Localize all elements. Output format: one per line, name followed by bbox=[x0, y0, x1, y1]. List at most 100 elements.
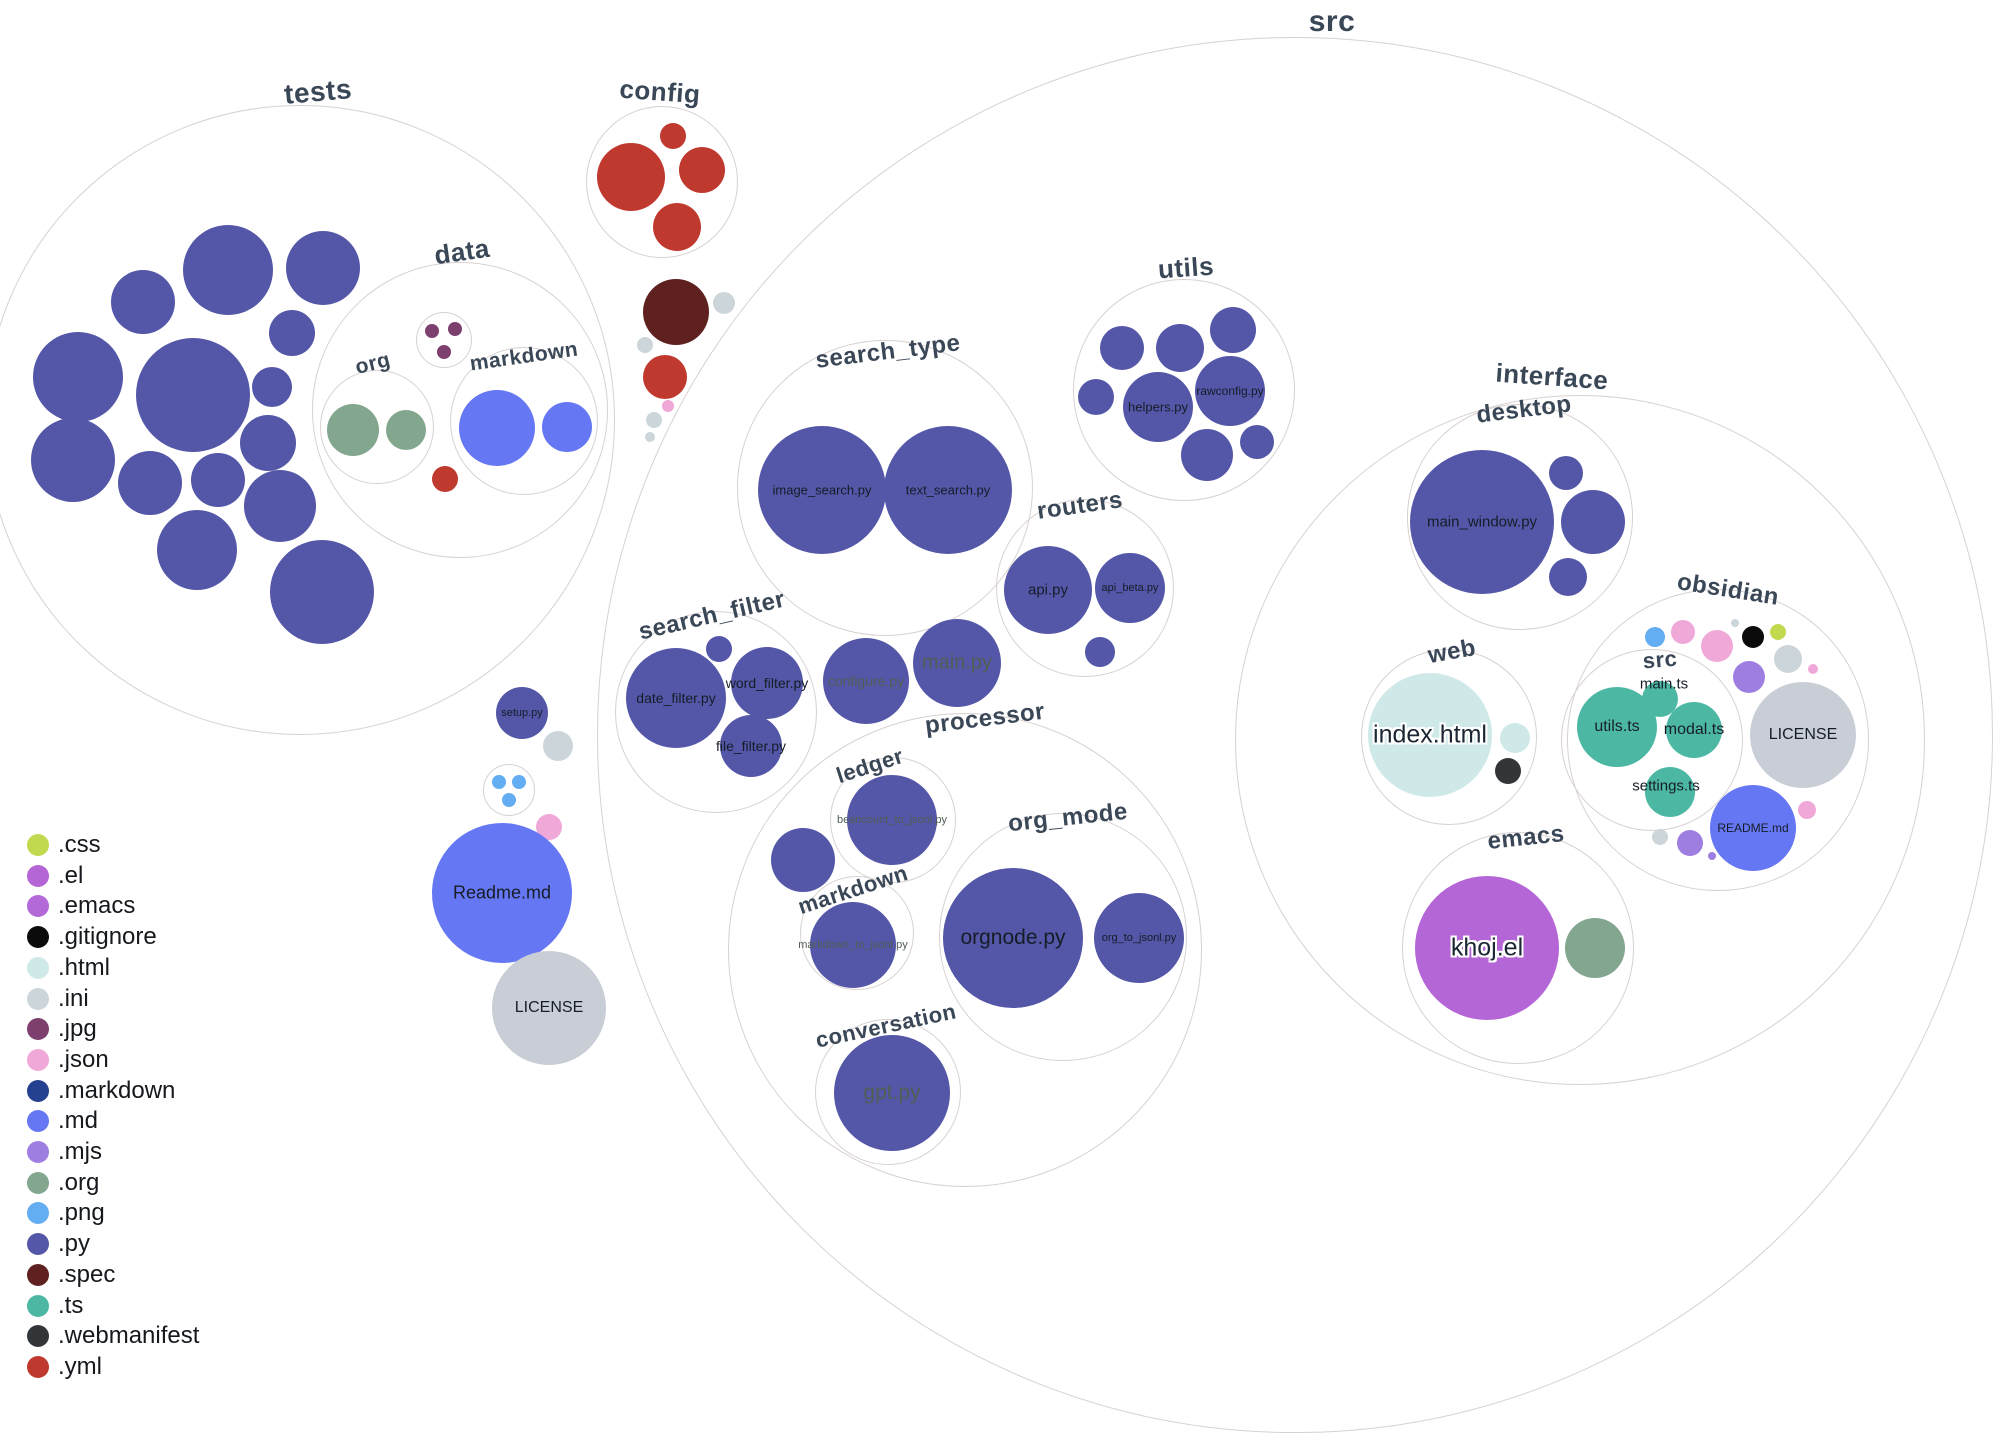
legend-dot-markdown bbox=[27, 1079, 49, 1102]
file-circle-jpg-16 bbox=[437, 345, 451, 359]
file-circle-py-57 bbox=[1078, 379, 1114, 415]
file-label-orgnode.py: orgnode.py bbox=[960, 926, 1066, 949]
file-circle-rawconfig.py bbox=[1195, 356, 1265, 426]
file-label-Readme.md: Readme.md bbox=[452, 882, 552, 903]
folder-circle-tests bbox=[0, 105, 615, 735]
file-label-rawconfig.py: rawconfig.py bbox=[1196, 384, 1264, 398]
legend-label-gitignore: .gitignore bbox=[58, 923, 157, 951]
file-label-helpers.py: helpers.py bbox=[1128, 399, 1188, 415]
folder-label-src: src bbox=[1308, 5, 1356, 38]
legend-label-yml: .yml bbox=[58, 1352, 102, 1380]
folder-circle-search_filter bbox=[615, 611, 817, 813]
file-label-index.html: index.html bbox=[1373, 720, 1487, 749]
file-circle-ini-87 bbox=[1774, 645, 1802, 673]
legend-label-org: .org bbox=[58, 1168, 100, 1196]
folder-circle-emacs bbox=[1402, 832, 1634, 1064]
file-circle-main.py bbox=[913, 619, 1001, 707]
file-circle-png-37 bbox=[502, 793, 516, 807]
legend-label-ini: .ini bbox=[58, 984, 89, 1012]
legend-dot-md bbox=[27, 1110, 49, 1133]
file-circle-json-83 bbox=[1701, 630, 1733, 662]
file-circle-webmanifest-72 bbox=[1495, 758, 1521, 784]
legend-dot-jpg bbox=[27, 1018, 49, 1041]
file-circle-json-90 bbox=[1798, 801, 1816, 819]
file-circle-ini-32 bbox=[645, 432, 655, 442]
folder-circle-data-jpg-folder bbox=[416, 312, 472, 368]
legend-dot-spec bbox=[27, 1263, 49, 1286]
file-label-khoj.el: khoj.el bbox=[1450, 933, 1524, 962]
file-label-api.py: api.py bbox=[1027, 581, 1069, 599]
file-label-file_filter.py: file_filter.py bbox=[715, 738, 787, 754]
file-circle-README.md bbox=[1710, 785, 1796, 871]
file-circle-orgnode.py bbox=[943, 868, 1083, 1008]
folder-circle-src bbox=[597, 37, 1993, 1433]
file-circle-LICENSE bbox=[492, 951, 606, 1065]
file-circle-org-17 bbox=[327, 404, 379, 456]
file-circle-LICENSE bbox=[1750, 682, 1856, 788]
file-circle-org-18 bbox=[386, 410, 426, 450]
file-circle-css-86 bbox=[1770, 624, 1786, 640]
file-circle-main_window.py bbox=[1410, 450, 1554, 594]
file-circle-yml-25 bbox=[653, 203, 701, 251]
folder-circle-desktop bbox=[1407, 404, 1633, 630]
file-circle-helpers.py bbox=[1123, 372, 1193, 442]
file-circle-py-68 bbox=[1561, 490, 1625, 554]
file-circle-yml-22 bbox=[597, 143, 665, 211]
file-label-gpt.py: gpt.py bbox=[863, 1081, 921, 1104]
file-label-LICENSE: LICENSE bbox=[1768, 726, 1838, 743]
file-circle-png-81 bbox=[1645, 627, 1665, 647]
file-circle-index.html bbox=[1368, 673, 1492, 797]
folder-circle-png-folder bbox=[483, 764, 535, 816]
file-circle-json-30 bbox=[662, 400, 674, 412]
folder-circle-src-obsidian bbox=[1561, 649, 1743, 831]
file-circle-yml-29 bbox=[643, 355, 687, 399]
legend-dot-css bbox=[27, 834, 49, 856]
folder-circle-interface bbox=[1235, 395, 1925, 1085]
legend-dot-emacs bbox=[27, 895, 49, 918]
legend-label-json: .json bbox=[58, 1045, 109, 1073]
file-circle-org-74 bbox=[1565, 918, 1625, 978]
legend-label-spec: .spec bbox=[58, 1260, 116, 1288]
folder-circle-data bbox=[312, 262, 608, 558]
file-circle-py-10 bbox=[191, 453, 245, 507]
file-circle-date_filter.py bbox=[626, 648, 726, 748]
legend-label-jpg: .jpg bbox=[58, 1015, 97, 1043]
file-circle-py-11 bbox=[244, 470, 316, 542]
file-circle-py-12 bbox=[157, 510, 237, 590]
folder-circle-conversation bbox=[815, 1019, 961, 1165]
file-circle-ini-28 bbox=[637, 337, 653, 353]
file-circle-py-0 bbox=[183, 225, 273, 315]
legend-label-css: .css bbox=[58, 831, 101, 858]
file-label-markdown_to_jsonl.py: markdown_to_jsonl.py bbox=[798, 939, 908, 951]
folder-circle-config bbox=[586, 106, 738, 258]
file-circle-py-56 bbox=[1210, 307, 1256, 353]
legend-dot-gitignore bbox=[27, 926, 49, 949]
legend-label-emacs: .emacs bbox=[58, 892, 136, 920]
file-circle-jpg-14 bbox=[425, 324, 439, 338]
folder-circle-processor bbox=[728, 713, 1202, 1187]
file-circle-image_search.py bbox=[758, 426, 886, 554]
file-circle-py-55 bbox=[1156, 324, 1204, 372]
file-circle-beancount_to_jsonl.py bbox=[847, 775, 937, 865]
file-circle-py-1 bbox=[286, 231, 360, 305]
file-label-api_beta.py: api_beta.py bbox=[1101, 582, 1159, 594]
file-circle-py-9 bbox=[118, 451, 182, 515]
file-circle-py-61 bbox=[771, 828, 835, 892]
folder-label-src-obsidian: src bbox=[1641, 645, 1679, 674]
file-circle-ini-27 bbox=[713, 292, 735, 314]
file-label-main_window.py: main_window.py bbox=[1426, 513, 1538, 531]
legend-dot-webmanifest bbox=[27, 1325, 49, 1348]
file-circle-html-71 bbox=[1500, 723, 1530, 753]
file-label-main.ts: main.ts bbox=[1639, 675, 1689, 693]
file-circle-json-89 bbox=[1808, 664, 1818, 674]
file-label-configure.py: configure.py bbox=[827, 673, 905, 689]
file-circle-ini-34 bbox=[543, 731, 573, 761]
file-circle-markdown_to_jsonl.py bbox=[810, 902, 896, 988]
file-circle-md-20 bbox=[542, 402, 592, 452]
file-label-utils.ts: utils.ts bbox=[1594, 718, 1640, 735]
file-circle-yml-24 bbox=[660, 123, 686, 149]
legend-dot-ts bbox=[27, 1294, 49, 1317]
legend-label-py: .py bbox=[58, 1230, 91, 1258]
file-circle-py-67 bbox=[1549, 456, 1583, 490]
file-circle-khoj.el bbox=[1415, 876, 1559, 1020]
